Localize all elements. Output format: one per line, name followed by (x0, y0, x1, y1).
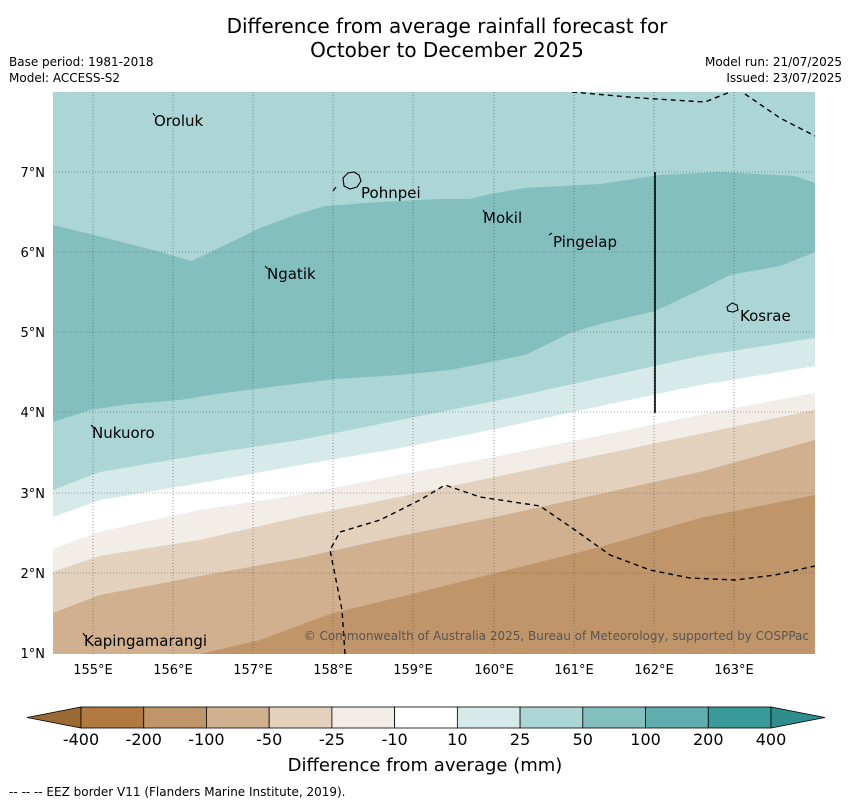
y-tick-5n: 5°N (21, 326, 46, 341)
grid-lines (53, 92, 815, 654)
x-tick-158: 158°E (313, 663, 353, 678)
x-tick-162: 162°E (634, 663, 674, 678)
colorbar-tick-label: 50 (573, 730, 593, 749)
meta-right: Model run: 21/07/2025 Issued: 23/07/2025 (705, 54, 842, 86)
colorbar-segment (456, 706, 521, 729)
colorbar-tick-label: 100 (630, 730, 661, 749)
colorbar-segment (707, 706, 772, 729)
colorbar-tick-label: -25 (319, 730, 345, 749)
band-neutral (53, 366, 815, 549)
colorbar-tick-label: -50 (256, 730, 282, 749)
colorbar-segment (582, 706, 646, 729)
colorbar: -400 -200 -100 -50 -25 -10 10 25 50 100 200 400 (26, 706, 826, 749)
y-tick-7n: 7°N (21, 166, 46, 181)
x-axis-ticks: 155°E 156°E 157°E 158°E 159°E 160°E 161°… (73, 663, 754, 678)
band-minus10-25 (53, 393, 815, 572)
place-labels: Oroluk Pohnpei Mokil Pingelap Ngatik Kos… (84, 112, 791, 650)
island-outlines (82, 112, 739, 637)
colorbar-tick-label: 400 (756, 730, 787, 749)
x-tick-155: 155°E (73, 663, 113, 678)
x-tick-160: 160°E (474, 663, 514, 678)
model-run: Model run: 21/07/2025 (704, 55, 842, 69)
label-pingelap: Pingelap (553, 233, 617, 251)
colorbar-tick-label: -100 (188, 730, 224, 749)
y-tick-2n: 2°N (21, 567, 46, 582)
oroluk-mark (152, 112, 156, 117)
colorbar-title: Difference from average (mm) (287, 755, 563, 776)
copyright-notice: © Commonwealth of Australia 2025, Bureau… (304, 629, 809, 643)
kapingamarangi-mark (82, 632, 86, 637)
model-name: Model: ACCESS-S2 (9, 71, 121, 85)
band-50-100 (53, 172, 815, 422)
y-tick-4n: 4°N (21, 406, 46, 421)
eez-borders (329, 92, 815, 654)
colorbar-extend-under (26, 706, 82, 729)
colorbar-segment (394, 706, 458, 729)
rainfall-contours (53, 92, 815, 654)
pingelap-mark (548, 232, 553, 236)
y-tick-6n: 6°N (21, 246, 46, 261)
title-line-1: Difference from average rainfall forecas… (226, 14, 668, 38)
colorbar-extend-over (770, 706, 826, 729)
colorbar-segment (143, 706, 207, 729)
y-tick-3n: 3°N (21, 487, 46, 502)
band-10-25 (53, 338, 815, 517)
meta-left: Base period: 1981-2018 Model: ACCESS-S2 (9, 54, 154, 86)
colorbar-tick-label: -200 (126, 730, 162, 749)
y-axis-ticks: 7°N 6°N 5°N 4°N 3°N 2°N 1°N (21, 166, 46, 662)
band-minus25-50 (53, 410, 815, 613)
ngatik-mark (264, 265, 269, 270)
x-tick-157: 157°E (233, 663, 273, 678)
x-tick-156: 156°E (153, 663, 193, 678)
label-oroluk: Oroluk (154, 112, 203, 130)
eez-footnote: -- -- -- EEZ border V11 (Flanders Marine… (9, 785, 346, 799)
label-ngatik: Ngatik (267, 265, 316, 283)
ant-atoll (332, 186, 337, 192)
colorbar-tick-label: -10 (382, 730, 408, 749)
colorbar-segment (268, 706, 333, 729)
pohnpei-island (342, 171, 362, 190)
x-tick-159: 159°E (393, 663, 433, 678)
label-mokil: Mokil (483, 209, 522, 227)
colorbar-tick-label: 25 (510, 730, 530, 749)
x-tick-163: 163°E (714, 663, 754, 678)
band-minus100-200 (200, 495, 815, 654)
colorbar-tick-label: -400 (63, 730, 99, 749)
label-nukuoro: Nukuoro (92, 424, 155, 442)
chart-title: Difference from average rainfall forecas… (0, 14, 850, 62)
label-kosrae: Kosrae (740, 307, 791, 325)
colorbar-segment (80, 706, 145, 729)
issued-date: Issued: 23/07/2025 (726, 71, 842, 85)
colorbar-segment (645, 706, 709, 729)
label-pohnpei: Pohnpei (361, 184, 421, 202)
base-period: Base period: 1981-2018 (9, 55, 154, 69)
kosrae-island (726, 302, 739, 313)
colorbar-tick-label: 200 (693, 730, 724, 749)
x-tick-161: 161°E (554, 663, 594, 678)
colorbar-tick-label: 10 (447, 730, 467, 749)
colorbar-segment (331, 706, 396, 729)
colorbar-segment (519, 706, 584, 729)
nukuoro-mark (90, 424, 95, 429)
title-line-2: October to December 2025 (310, 38, 584, 62)
y-tick-1n: 1°N (21, 647, 46, 662)
label-kapingamarangi: Kapingamarangi (84, 632, 207, 650)
colorbar-segment (206, 706, 270, 729)
mokil-mark (482, 209, 486, 214)
